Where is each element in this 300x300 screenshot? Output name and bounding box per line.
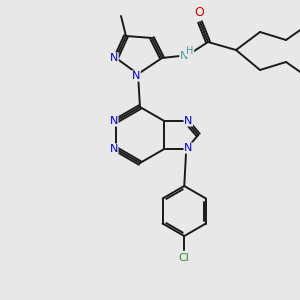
- Text: Cl: Cl: [179, 253, 190, 263]
- Text: O: O: [194, 5, 204, 19]
- Text: N: N: [180, 51, 188, 61]
- Text: N: N: [110, 53, 118, 63]
- Text: N: N: [184, 143, 192, 153]
- Text: H: H: [186, 46, 194, 56]
- Text: N: N: [110, 144, 118, 154]
- Text: N: N: [184, 116, 192, 126]
- Text: N: N: [110, 116, 118, 126]
- Text: N: N: [132, 71, 140, 81]
